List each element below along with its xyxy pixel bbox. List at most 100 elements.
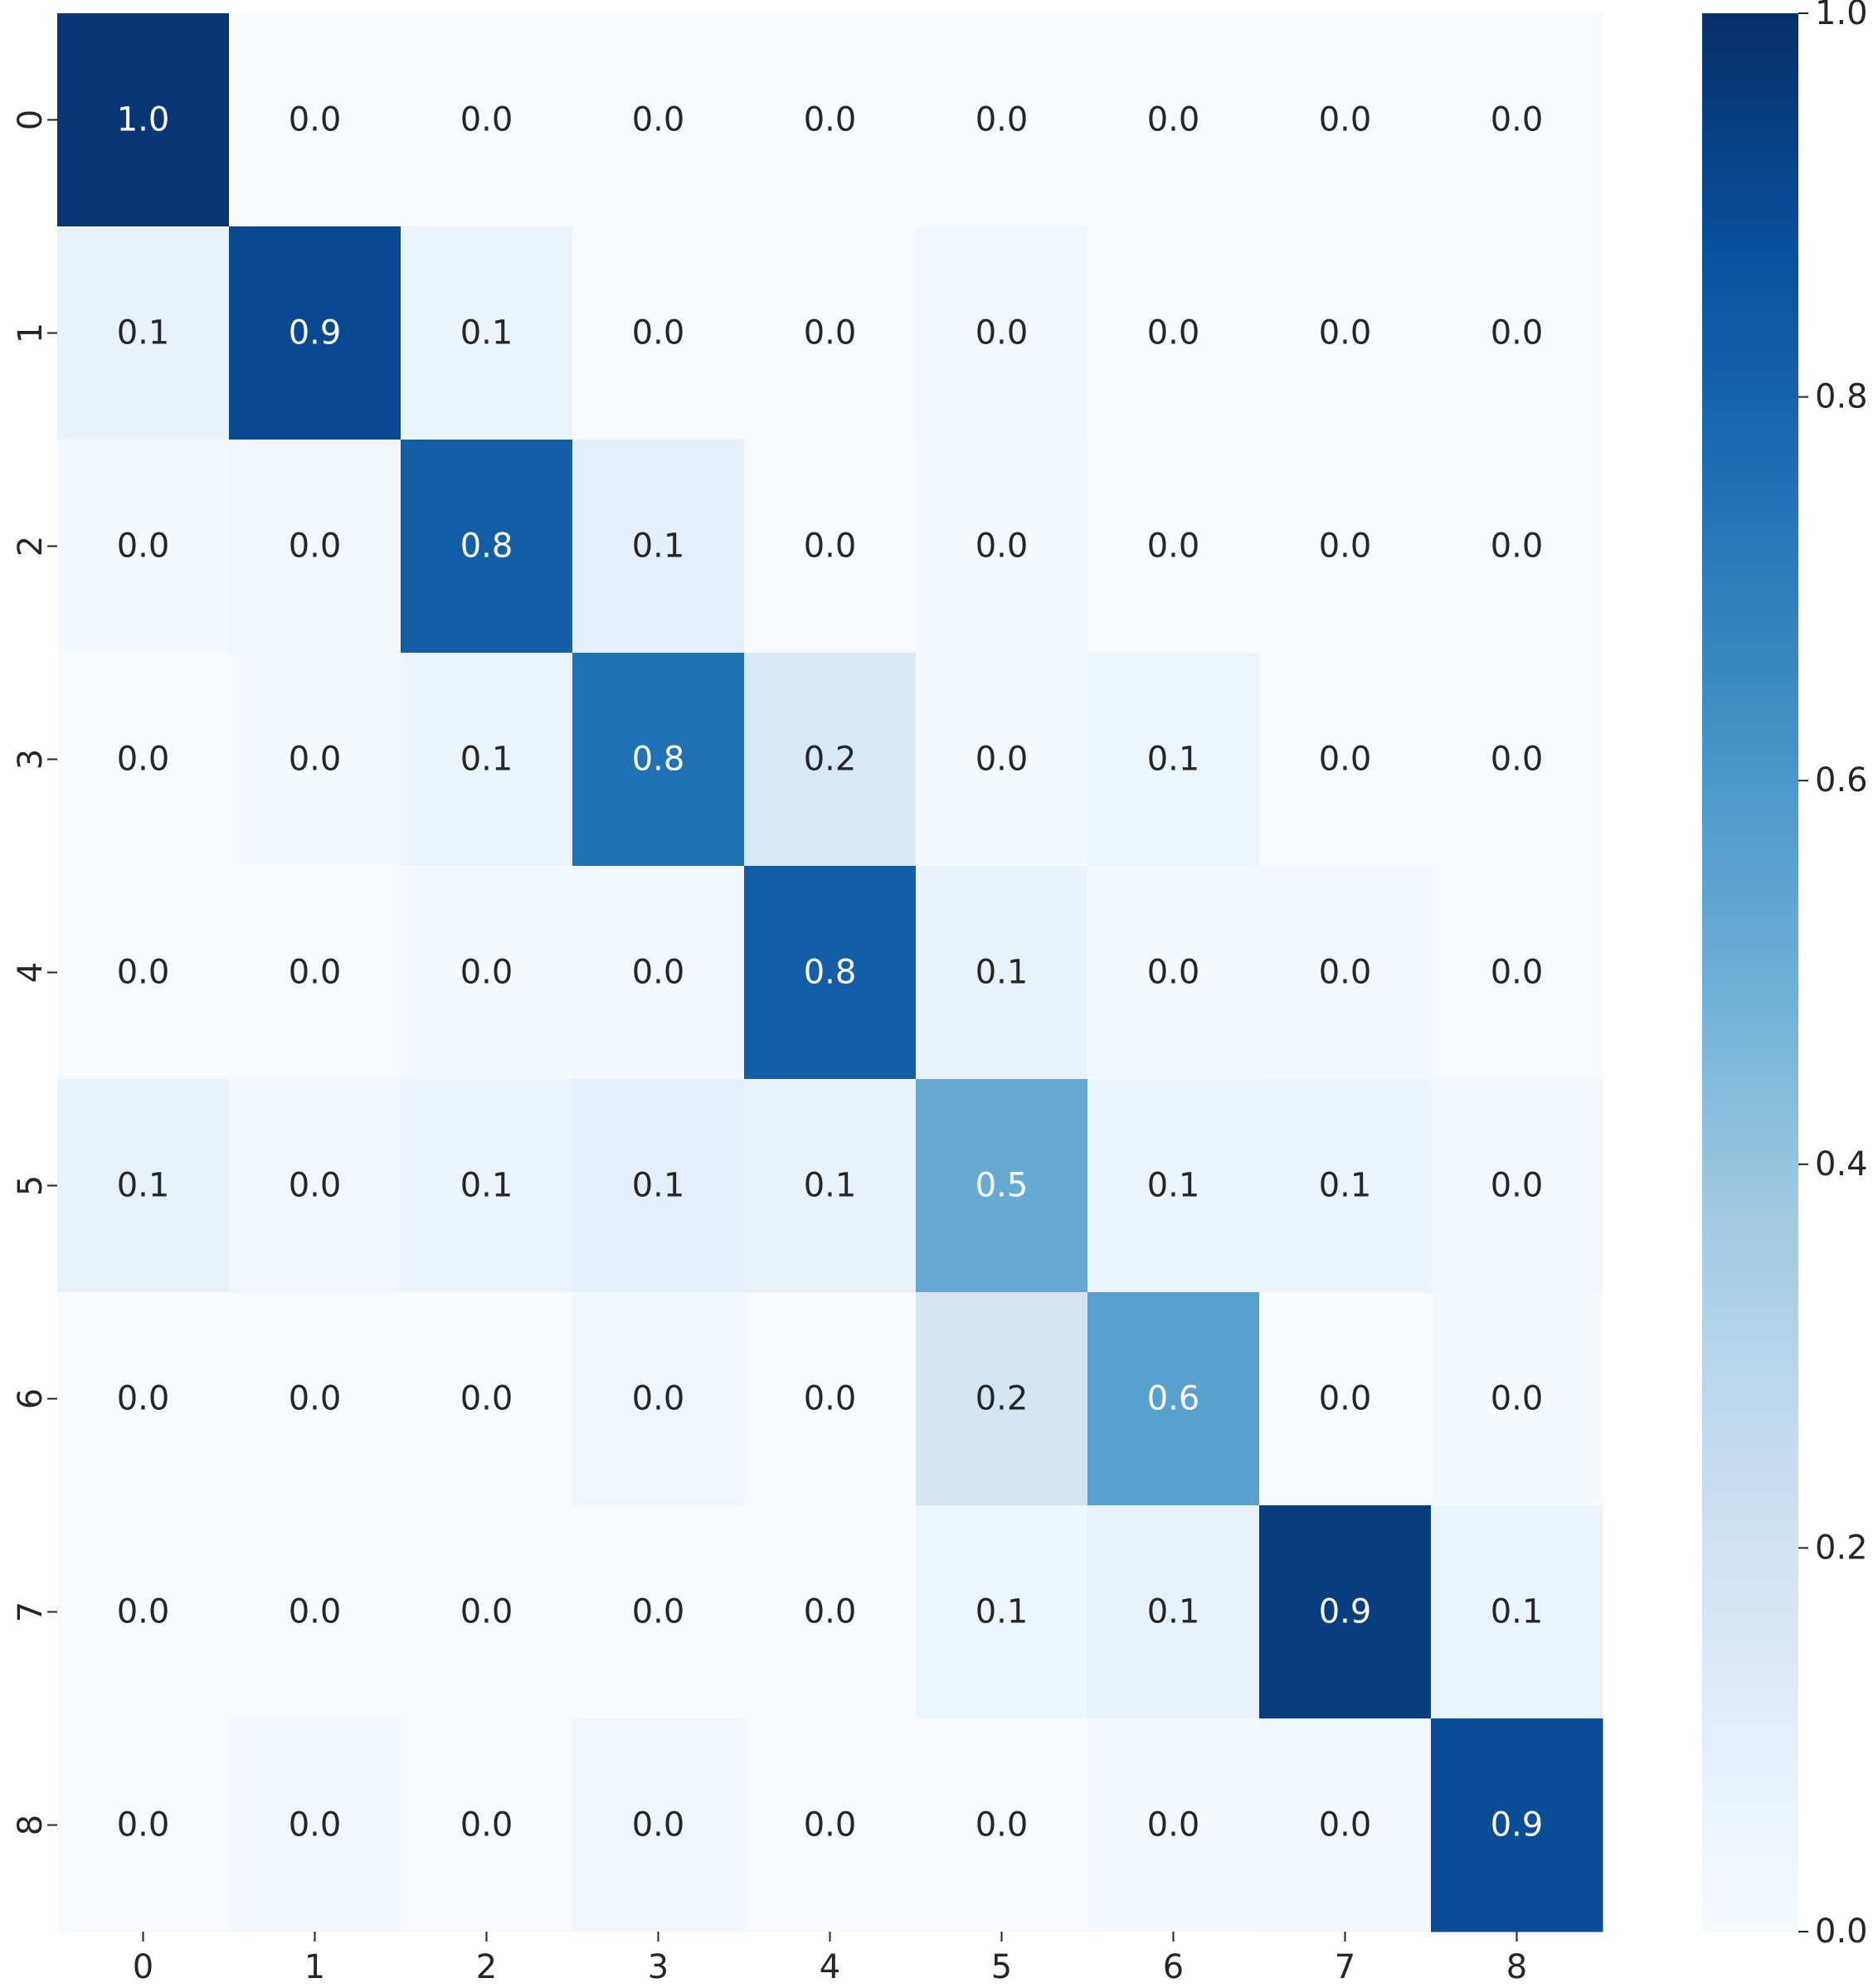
heatmap-cell [1087, 866, 1260, 1080]
heatmap-cell [572, 1292, 745, 1506]
cell-label: 0.0 [1491, 314, 1544, 352]
heatmap-cell [572, 226, 745, 440]
y-tick-label: 5 [12, 1175, 50, 1196]
x-tick-label: 8 [1506, 1948, 1527, 1986]
heatmap-cell [1087, 13, 1260, 227]
cell-label: 0.0 [1319, 101, 1372, 139]
x-tick-label: 4 [820, 1948, 840, 1986]
cell-label: 0.0 [460, 1806, 513, 1845]
x-axis: 0 1 2 3 4 5 6 7 8 [133, 1932, 1527, 1986]
cell-label: 0.0 [460, 101, 513, 139]
cell-label: 0.1 [1491, 1593, 1544, 1631]
heatmap-cell [1087, 440, 1260, 654]
cell-label: 0.8 [804, 954, 857, 992]
heatmap-cell [744, 1292, 917, 1506]
cell-label: 0.0 [1491, 101, 1544, 139]
heatmap-cell [229, 1718, 401, 1932]
heatmap-cell [401, 1079, 573, 1293]
colorbar-tick-label: 0.2 [1815, 1529, 1868, 1567]
cell-label: 0.0 [289, 1167, 342, 1205]
cell-label: 0.1 [117, 1167, 170, 1205]
heatmap-cell [229, 1505, 401, 1719]
cell-label: 0.0 [1147, 954, 1200, 992]
colorbar-tick-label: 0.6 [1815, 761, 1868, 800]
cell-label: 0.0 [1147, 101, 1200, 139]
heatmap-cell [1087, 1292, 1260, 1506]
heatmap-cell [57, 1079, 230, 1293]
heatmap-cell [744, 13, 917, 227]
heatmap-cell [916, 226, 1088, 440]
cell-label: 0.1 [1147, 1167, 1200, 1205]
cell-label: 0.0 [975, 741, 1029, 779]
cell-label: 0.0 [117, 741, 170, 779]
cell-label: 0.1 [804, 1167, 857, 1205]
cell-label: 0.0 [1491, 741, 1544, 779]
heatmap-cell [57, 653, 230, 867]
heatmap-cell [572, 13, 745, 227]
heatmap-cell [229, 226, 401, 440]
cell-label: 0.0 [975, 1806, 1029, 1845]
cell-label: 0.1 [975, 954, 1029, 992]
y-axis: 0 1 2 3 4 5 6 7 8 [12, 109, 57, 1835]
cell-label: 0.0 [1319, 314, 1372, 352]
cell-label: 0.1 [975, 1593, 1029, 1631]
cell-label: 0.9 [1319, 1593, 1372, 1631]
cell-label: 0.0 [804, 314, 857, 352]
cell-label: 0.0 [1147, 527, 1200, 566]
heatmap-cell [1431, 653, 1603, 867]
cell-label: 0.0 [289, 1380, 342, 1418]
cell-label: 0.1 [632, 1167, 685, 1205]
heatmap-cell [229, 1292, 401, 1506]
heatmap-cell [229, 866, 401, 1080]
cell-label: 0.9 [1491, 1806, 1544, 1845]
heatmap-cell [744, 226, 917, 440]
heatmap-cell [1431, 13, 1603, 227]
cell-label: 0.0 [460, 1593, 513, 1631]
heatmap-cell [916, 1505, 1088, 1719]
cell-label: 0.0 [975, 527, 1029, 566]
cell-label: 0.0 [289, 954, 342, 992]
cell-label: 0.0 [804, 1806, 857, 1845]
heatmap-cell [916, 866, 1088, 1080]
y-tick-label: 7 [12, 1602, 50, 1622]
heatmap-cell [1259, 1505, 1432, 1719]
cell-label: 0.0 [289, 741, 342, 779]
y-tick-label: 4 [12, 962, 50, 983]
cell-label: 0.0 [1319, 954, 1372, 992]
cell-label: 0.0 [289, 527, 342, 566]
cell-label: 0.0 [117, 527, 170, 566]
cell-label: 0.0 [975, 101, 1029, 139]
colorbar-tick-label: 0.8 [1815, 378, 1868, 416]
x-tick-label: 7 [1335, 1948, 1355, 1986]
heatmap-cell [401, 1292, 573, 1506]
heatmap-cell-labels: 1.0 0.0 0.0 0.0 0.0 0.0 0.0 0.0 0.0 0.1 0.9 0.1 0.0 0… [117, 101, 1544, 1845]
cell-label: 0.1 [460, 1167, 513, 1205]
y-tick-label: 8 [12, 1815, 50, 1835]
cell-label: 0.0 [632, 1593, 685, 1631]
cell-label: 0.0 [117, 1380, 170, 1418]
heatmap-cell [401, 226, 573, 440]
y-tick-label: 6 [12, 1388, 50, 1409]
heatmap-cell [1431, 1505, 1603, 1719]
colorbar-tick-label: 1.0 [1815, 0, 1868, 32]
heatmap-cell [57, 226, 230, 440]
cell-label: 0.0 [117, 954, 170, 992]
heatmap-cell [1259, 1079, 1432, 1293]
heatmap-cell [744, 653, 917, 867]
cell-label: 0.0 [117, 1806, 170, 1845]
y-tick-label: 3 [12, 749, 50, 770]
heatmap-cell [916, 440, 1088, 654]
cell-label: 0.0 [289, 101, 342, 139]
heatmap-cell [1259, 440, 1432, 654]
x-tick-label: 5 [991, 1948, 1012, 1986]
heatmap-cell [744, 1079, 917, 1293]
cell-label: 0.0 [1491, 527, 1544, 566]
heatmap-cell [916, 1718, 1088, 1932]
cell-label: 0.0 [289, 1806, 342, 1845]
heatmap-cell [57, 1292, 230, 1506]
heatmap-cell [1259, 866, 1432, 1080]
heatmap-cell [1259, 653, 1432, 867]
cell-label: 0.6 [1147, 1380, 1200, 1418]
x-tick-label: 1 [304, 1948, 325, 1986]
